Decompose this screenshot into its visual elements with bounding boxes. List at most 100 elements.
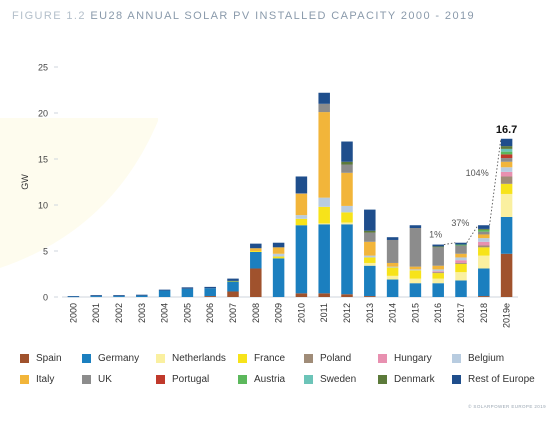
bar-segment-rest-of-europe xyxy=(432,244,444,247)
bar-segment-belgium xyxy=(409,269,422,271)
legend-swatch xyxy=(238,354,247,363)
bar-segment-sweden xyxy=(500,148,513,152)
bar-segment-italy xyxy=(295,193,308,216)
bar-segment-italy xyxy=(272,247,285,254)
legend-label: Denmark xyxy=(394,374,435,385)
bar-segment-germany xyxy=(90,296,102,297)
bar-segment-germany xyxy=(432,283,444,297)
legend-label: Italy xyxy=(36,374,55,385)
bar-segment-poland xyxy=(455,262,467,264)
x-tick-label: 2019e xyxy=(502,303,512,328)
bar-segment-germany xyxy=(318,224,330,294)
bar-segment-spain xyxy=(227,291,239,297)
bar-segment-uk xyxy=(318,103,330,113)
y-axis-label: GW xyxy=(20,174,30,190)
bar-segment-rest-of-europe xyxy=(478,225,490,229)
bar-segment-germany xyxy=(158,290,171,297)
bar-segment-uk xyxy=(295,193,308,194)
bar-segment-spain xyxy=(500,253,513,297)
bar-segment-germany xyxy=(136,295,148,297)
figure-title: EU28 ANNUAL SOLAR PV INSTALLED CAPACITY … xyxy=(90,10,476,22)
legend-label: Belgium xyxy=(468,353,505,364)
legend-item-germany: Germany xyxy=(82,353,154,364)
bar-segment-netherlands xyxy=(478,255,490,269)
bar-segment-france xyxy=(318,206,330,224)
bar-segment-rest-of-europe xyxy=(500,138,513,147)
bar-segment-denmark xyxy=(478,228,490,230)
growth-connector xyxy=(489,138,502,226)
legend-swatch xyxy=(20,375,29,384)
bar-segment-france xyxy=(478,247,490,256)
bar-segment-belgium xyxy=(272,253,285,257)
bar-segment-belgium xyxy=(386,266,399,268)
y-tick-label: 15 xyxy=(38,155,48,165)
legend-label: Portugal xyxy=(172,374,210,385)
legend-item-hungary: Hungary xyxy=(378,353,450,364)
bar-segment-rest-of-europe xyxy=(295,176,308,194)
y-tick-label: 20 xyxy=(38,109,48,119)
legend-item-poland: Poland xyxy=(304,353,376,364)
bar-segment-uk xyxy=(409,228,422,267)
bar-segment-belgium xyxy=(432,269,444,272)
legend-swatch xyxy=(304,354,313,363)
total-value-label: 16.7 xyxy=(496,124,517,136)
bar-segment-spain xyxy=(250,268,262,297)
x-tick-label: 2005 xyxy=(182,303,192,323)
bar-segment-spain xyxy=(295,293,308,297)
bar-segment-netherlands xyxy=(500,193,513,217)
bar-segment-germany xyxy=(295,225,308,294)
bar-segment-rest-of-europe xyxy=(272,242,285,248)
bar-segment-rest-of-europe xyxy=(455,242,467,245)
x-tick-label: 2008 xyxy=(251,303,261,323)
legend-swatch xyxy=(452,375,461,384)
x-tick-label: 2013 xyxy=(365,303,375,323)
bar-segment-netherlands xyxy=(409,278,422,284)
bar-segment-rest-of-europe xyxy=(341,141,353,162)
growth-connector xyxy=(443,242,456,246)
legend-swatch xyxy=(378,375,387,384)
legend-item-spain: Spain xyxy=(20,353,80,364)
bar-segment-germany xyxy=(67,296,80,298)
bar-segment-rest-of-europe xyxy=(318,92,330,104)
bar-segment-germany xyxy=(227,281,239,292)
bar-segment-italy xyxy=(478,234,490,239)
bar-segment-italy xyxy=(455,253,467,258)
legend-item-rest-of-europe: Rest of Europe xyxy=(452,374,535,385)
legend-item-portugal: Portugal xyxy=(156,374,236,385)
legend-swatch xyxy=(82,375,91,384)
growth-label: 37% xyxy=(451,218,469,228)
bar-segment-france xyxy=(227,280,239,282)
bar-segment-france xyxy=(386,267,399,276)
growth-label: 1% xyxy=(429,230,442,240)
bar-segment-germany xyxy=(386,279,399,297)
bar-segment-italy xyxy=(409,266,422,270)
bar-segment-france xyxy=(250,251,262,252)
x-tick-label: 2003 xyxy=(137,303,147,323)
background-shape xyxy=(0,118,158,268)
bar-segment-rest-of-europe xyxy=(364,209,376,231)
bar-segment-uk xyxy=(364,232,376,242)
bar-segment-austria xyxy=(478,229,490,232)
figure-number: FIGURE 1.2 xyxy=(12,10,86,22)
bar-segment-germany xyxy=(364,265,376,297)
x-tick-label: 2000 xyxy=(68,303,78,323)
bar-segment-rest-of-europe xyxy=(204,286,216,289)
x-tick-label: 2011 xyxy=(319,303,329,322)
legend-swatch xyxy=(20,354,29,363)
bar-segment-spain xyxy=(318,293,330,297)
legend-swatch xyxy=(156,375,165,384)
bar-segment-netherlands xyxy=(386,275,399,280)
bar-segment-denmark xyxy=(432,246,444,248)
bar-segment-france xyxy=(432,273,444,279)
legend-swatch xyxy=(156,354,165,363)
bar-segment-uk xyxy=(500,158,513,162)
legend-label: Hungary xyxy=(394,353,432,364)
bar-segment-germany xyxy=(478,268,490,297)
bar-segment-netherlands xyxy=(341,222,353,225)
legend-label: Austria xyxy=(254,374,286,385)
bar-segment-france xyxy=(409,270,422,279)
bar-segment-italy xyxy=(500,161,513,168)
bar-segment-belgium xyxy=(295,215,308,219)
legend-item-france: France xyxy=(238,353,302,364)
